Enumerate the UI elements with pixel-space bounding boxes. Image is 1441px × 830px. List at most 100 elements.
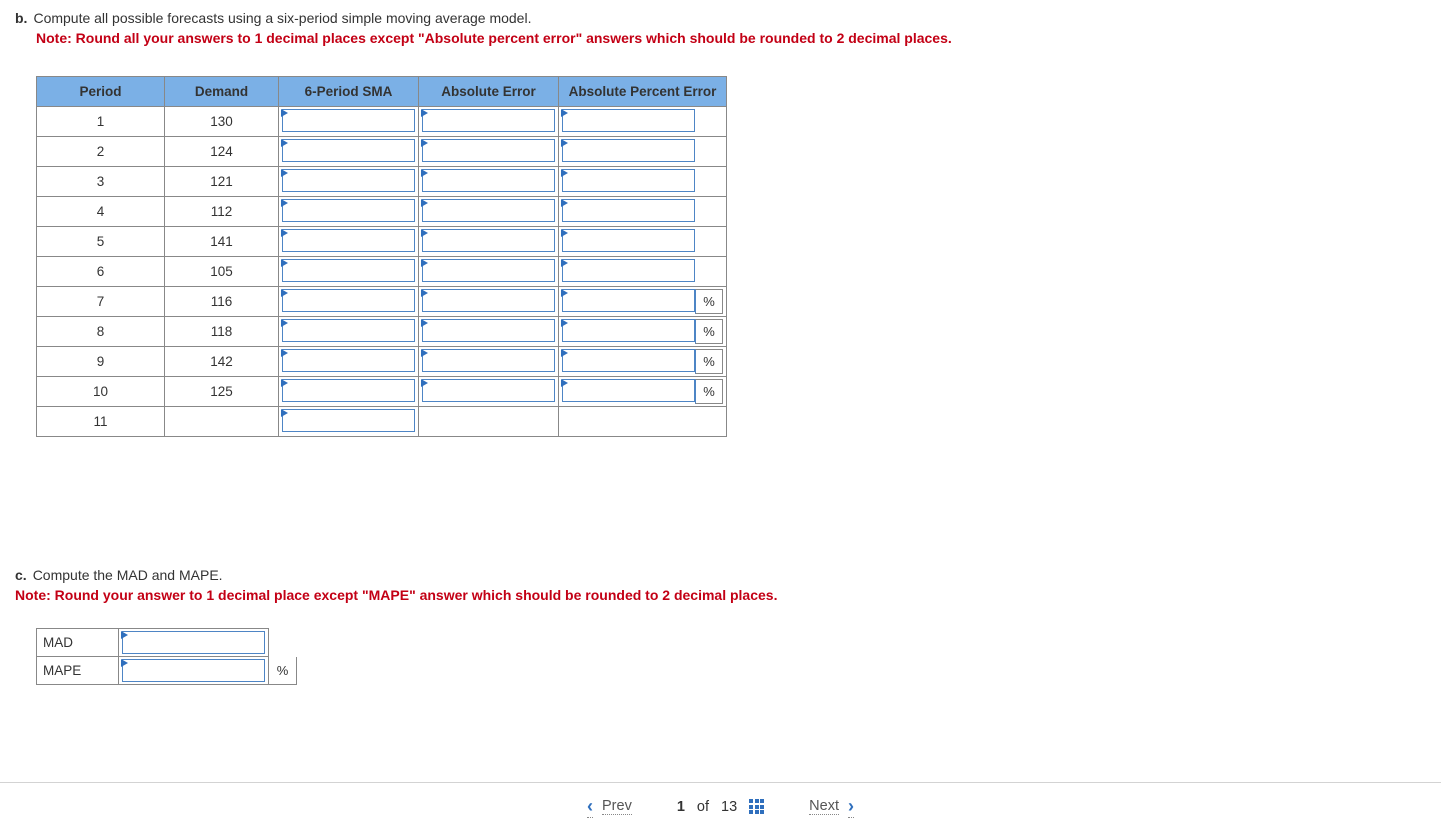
flag-icon: [281, 139, 288, 147]
table-row: 10125%: [37, 377, 727, 407]
ape-input-cell[interactable]: [559, 107, 727, 137]
mad-mape-table: MAD MAPE %: [36, 628, 297, 685]
sma-input-cell[interactable]: [279, 257, 419, 287]
demand-cell: 105: [165, 257, 279, 287]
ape-input-cell[interactable]: [559, 167, 727, 197]
ape-input-cell[interactable]: %: [559, 317, 727, 347]
flag-icon: [421, 319, 428, 327]
sma-table: Period Demand 6-Period SMA Absolute Erro…: [36, 76, 727, 437]
flag-icon: [561, 169, 568, 177]
abserr-input-cell[interactable]: [419, 347, 559, 377]
ape-input-cell[interactable]: [559, 257, 727, 287]
flag-icon: [561, 139, 568, 147]
grid-icon[interactable]: [749, 799, 764, 814]
flag-icon: [281, 349, 288, 357]
abserr-input-cell[interactable]: [419, 107, 559, 137]
table-row: 5141: [37, 227, 727, 257]
prev-button[interactable]: ‹ Prev: [587, 796, 632, 818]
period-cell: 4: [37, 197, 165, 227]
flag-icon: [561, 349, 568, 357]
flag-icon: [421, 289, 428, 297]
flag-icon: [421, 259, 428, 267]
abserr-input-cell[interactable]: [419, 317, 559, 347]
mad-input-cell[interactable]: [119, 628, 269, 656]
col-abserr: Absolute Error: [419, 77, 559, 107]
flag-icon: [281, 379, 288, 387]
chevron-left-icon: ‹: [587, 796, 593, 818]
abserr-input-cell[interactable]: [419, 377, 559, 407]
period-cell: 1: [37, 107, 165, 137]
ape-input-cell[interactable]: [559, 197, 727, 227]
sma-input-cell[interactable]: [279, 317, 419, 347]
mad-suffix-blank: [269, 628, 297, 656]
sma-input-cell[interactable]: [279, 107, 419, 137]
sma-input-cell[interactable]: [279, 377, 419, 407]
ape-input-cell[interactable]: [559, 137, 727, 167]
sma-input-cell[interactable]: [279, 167, 419, 197]
mape-input-cell[interactable]: [119, 656, 269, 684]
sma-input-cell[interactable]: [279, 227, 419, 257]
part-b-label: b.: [15, 10, 27, 26]
percent-suffix: %: [695, 349, 723, 374]
sma-input-cell[interactable]: [279, 197, 419, 227]
sma-input-cell[interactable]: [279, 287, 419, 317]
part-c-text: Compute the MAD and MAPE.: [33, 567, 223, 583]
period-cell: 2: [37, 137, 165, 167]
table-row: 8118%: [37, 317, 727, 347]
prev-label: Prev: [602, 798, 632, 815]
demand-cell: 112: [165, 197, 279, 227]
period-cell: 5: [37, 227, 165, 257]
flag-icon: [281, 109, 288, 117]
question-b-prompt: b. Compute all possible forecasts using …: [15, 10, 1426, 26]
demand-cell: 121: [165, 167, 279, 197]
abserr-input-cell[interactable]: [419, 137, 559, 167]
flag-icon: [281, 319, 288, 327]
demand-cell: 141: [165, 227, 279, 257]
period-cell: 7: [37, 287, 165, 317]
ape-input-cell[interactable]: [559, 227, 727, 257]
abserr-input-cell[interactable]: [419, 167, 559, 197]
question-c-prompt: c. Compute the MAD and MAPE.: [15, 567, 1426, 583]
flag-icon: [121, 631, 128, 639]
demand-cell: 124: [165, 137, 279, 167]
demand-cell: 125: [165, 377, 279, 407]
percent-suffix: %: [695, 379, 723, 404]
ape-input-cell[interactable]: %: [559, 347, 727, 377]
demand-cell: 116: [165, 287, 279, 317]
flag-icon: [281, 409, 288, 417]
table-row: 1130: [37, 107, 727, 137]
abserr-input-cell[interactable]: [419, 227, 559, 257]
flag-icon: [561, 379, 568, 387]
ape-input-cell[interactable]: %: [559, 287, 727, 317]
abserr-input-cell[interactable]: [419, 287, 559, 317]
pagination-footer: ‹ Prev 1 of 13 Next ›: [0, 782, 1441, 830]
table-row: 7116%: [37, 287, 727, 317]
next-label: Next: [809, 798, 839, 815]
demand-cell: [165, 407, 279, 437]
period-cell: 10: [37, 377, 165, 407]
col-ape: Absolute Percent Error: [559, 77, 727, 107]
table-row: 9142%: [37, 347, 727, 377]
flag-icon: [281, 169, 288, 177]
mape-percent: %: [269, 656, 297, 684]
percent-suffix: %: [695, 289, 723, 314]
sma-input-cell[interactable]: [279, 347, 419, 377]
part-b-note: Note: Round all your answers to 1 decima…: [36, 28, 1426, 48]
of-label: of: [697, 799, 709, 815]
flag-icon: [421, 379, 428, 387]
demand-cell: 118: [165, 317, 279, 347]
flag-icon: [561, 319, 568, 327]
flag-icon: [121, 659, 128, 667]
percent-suffix: %: [695, 319, 723, 344]
flag-icon: [281, 199, 288, 207]
abserr-input-cell[interactable]: [419, 197, 559, 227]
sma-input-cell[interactable]: [279, 137, 419, 167]
sma-input-cell[interactable]: [279, 407, 419, 437]
abserr-input-cell[interactable]: [419, 257, 559, 287]
table-row: 2124: [37, 137, 727, 167]
flag-icon: [561, 259, 568, 267]
ape-input-cell[interactable]: %: [559, 377, 727, 407]
next-button[interactable]: Next ›: [809, 796, 854, 818]
part-c-note: Note: Round your answer to 1 decimal pla…: [15, 585, 1426, 605]
table-row: 4112: [37, 197, 727, 227]
